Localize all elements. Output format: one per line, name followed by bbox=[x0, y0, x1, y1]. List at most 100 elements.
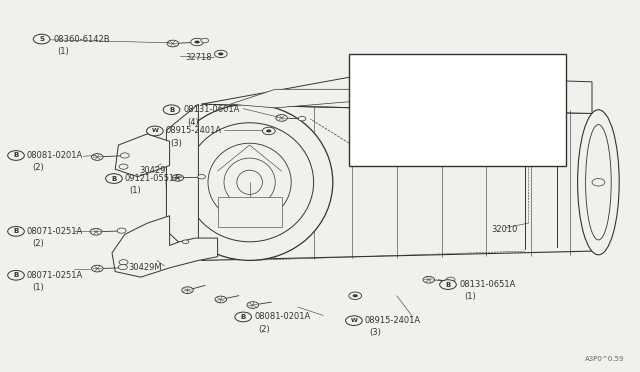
Text: (4): (4) bbox=[188, 118, 199, 126]
Polygon shape bbox=[202, 74, 592, 113]
Circle shape bbox=[147, 126, 163, 136]
Circle shape bbox=[353, 294, 358, 297]
Circle shape bbox=[191, 38, 204, 46]
Text: 08915-2401A: 08915-2401A bbox=[166, 126, 222, 135]
Circle shape bbox=[182, 240, 189, 244]
Text: 09121-0551A: 09121-0551A bbox=[125, 174, 181, 183]
Circle shape bbox=[33, 34, 50, 44]
Circle shape bbox=[172, 174, 184, 181]
Circle shape bbox=[247, 302, 259, 308]
Text: (3): (3) bbox=[369, 328, 381, 337]
Circle shape bbox=[201, 38, 209, 43]
Text: (2): (2) bbox=[259, 325, 270, 334]
Text: 30429M: 30429M bbox=[128, 263, 162, 272]
Circle shape bbox=[163, 105, 180, 115]
Ellipse shape bbox=[237, 170, 262, 195]
Circle shape bbox=[349, 292, 362, 299]
Ellipse shape bbox=[166, 104, 333, 260]
Circle shape bbox=[378, 112, 390, 119]
Ellipse shape bbox=[578, 110, 620, 255]
Text: 32718: 32718 bbox=[186, 53, 212, 62]
Text: 08071-0251A: 08071-0251A bbox=[27, 271, 83, 280]
Text: B: B bbox=[111, 176, 116, 182]
Polygon shape bbox=[218, 197, 282, 227]
Circle shape bbox=[8, 151, 24, 160]
Circle shape bbox=[167, 40, 179, 47]
Circle shape bbox=[423, 276, 435, 283]
Polygon shape bbox=[166, 104, 198, 260]
Circle shape bbox=[117, 228, 126, 233]
Circle shape bbox=[119, 164, 128, 169]
Circle shape bbox=[262, 127, 275, 135]
Text: B: B bbox=[169, 107, 174, 113]
Text: (2): (2) bbox=[32, 163, 44, 172]
Circle shape bbox=[90, 228, 102, 235]
Ellipse shape bbox=[224, 158, 275, 206]
Circle shape bbox=[120, 153, 129, 158]
Ellipse shape bbox=[586, 125, 611, 240]
Circle shape bbox=[298, 116, 306, 121]
Text: (1): (1) bbox=[464, 292, 476, 301]
Text: (1): (1) bbox=[32, 283, 44, 292]
Circle shape bbox=[214, 50, 227, 58]
Polygon shape bbox=[115, 134, 170, 177]
Text: 32712: 32712 bbox=[356, 97, 382, 106]
Text: 32703: 32703 bbox=[422, 81, 449, 90]
Circle shape bbox=[266, 129, 271, 132]
Text: 08081-0201A: 08081-0201A bbox=[27, 151, 83, 160]
Text: (1): (1) bbox=[129, 186, 141, 195]
Text: A3P0^0.59: A3P0^0.59 bbox=[584, 356, 624, 362]
Circle shape bbox=[198, 174, 205, 179]
Polygon shape bbox=[112, 216, 218, 277]
Text: B: B bbox=[445, 282, 451, 288]
Text: S: S bbox=[39, 36, 44, 42]
Circle shape bbox=[371, 108, 397, 123]
Circle shape bbox=[346, 316, 362, 326]
Text: (3): (3) bbox=[170, 139, 182, 148]
Circle shape bbox=[119, 260, 128, 265]
Text: B: B bbox=[241, 314, 246, 320]
Text: 08915-2401A: 08915-2401A bbox=[365, 316, 421, 325]
Text: (1): (1) bbox=[58, 47, 69, 56]
Text: B: B bbox=[13, 228, 19, 234]
Circle shape bbox=[8, 227, 24, 236]
Circle shape bbox=[592, 179, 605, 186]
Circle shape bbox=[118, 264, 127, 270]
Text: 08131-0651A: 08131-0651A bbox=[460, 280, 516, 289]
Ellipse shape bbox=[208, 143, 291, 221]
Text: W: W bbox=[351, 318, 357, 323]
Text: 32710: 32710 bbox=[387, 75, 413, 84]
Text: (2): (2) bbox=[32, 239, 44, 248]
Bar bbox=[349, 54, 566, 166]
Text: 08081-0201A: 08081-0201A bbox=[254, 312, 310, 321]
Text: 32702: 32702 bbox=[540, 55, 566, 64]
Circle shape bbox=[215, 296, 227, 303]
Circle shape bbox=[438, 110, 458, 121]
Text: 32709: 32709 bbox=[410, 67, 436, 76]
Polygon shape bbox=[230, 89, 365, 108]
Ellipse shape bbox=[544, 106, 557, 125]
Ellipse shape bbox=[186, 123, 314, 242]
Circle shape bbox=[444, 113, 452, 118]
Circle shape bbox=[276, 115, 287, 121]
Circle shape bbox=[106, 174, 122, 183]
Text: 32010: 32010 bbox=[492, 225, 518, 234]
Circle shape bbox=[235, 312, 252, 322]
Circle shape bbox=[8, 270, 24, 280]
Text: 08071-0251A: 08071-0251A bbox=[27, 227, 83, 236]
Text: 32707: 32707 bbox=[369, 56, 396, 65]
Circle shape bbox=[446, 277, 455, 282]
Circle shape bbox=[182, 287, 193, 294]
Circle shape bbox=[195, 41, 200, 44]
Ellipse shape bbox=[457, 106, 465, 125]
Circle shape bbox=[92, 154, 103, 160]
Circle shape bbox=[92, 265, 103, 272]
Text: 08360-6142B: 08360-6142B bbox=[53, 35, 109, 44]
Circle shape bbox=[440, 280, 456, 289]
Text: B: B bbox=[13, 272, 19, 278]
Text: 08131-0601A: 08131-0601A bbox=[183, 105, 239, 114]
Circle shape bbox=[218, 52, 223, 55]
Text: W: W bbox=[152, 128, 158, 134]
Text: 30429: 30429 bbox=[140, 166, 166, 174]
Text: B: B bbox=[13, 153, 19, 158]
